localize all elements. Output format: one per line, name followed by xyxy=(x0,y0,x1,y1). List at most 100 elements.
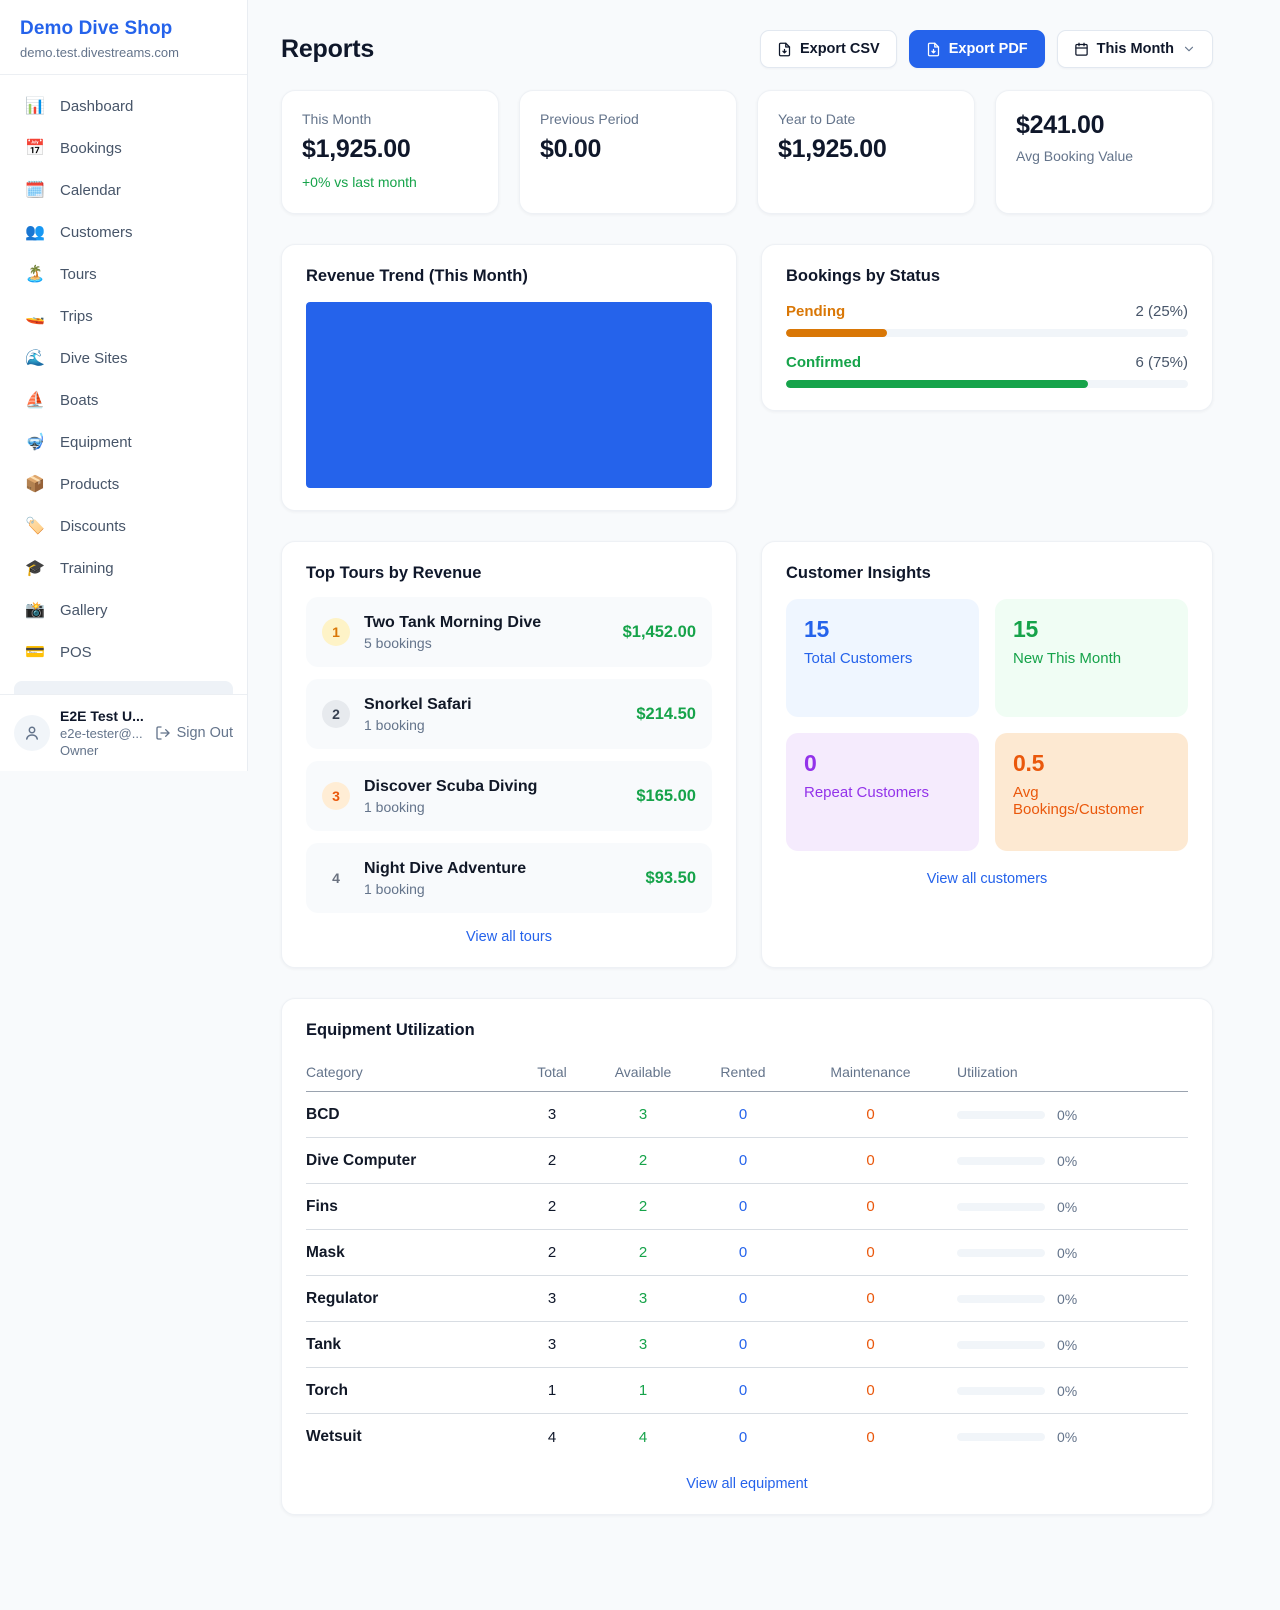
bookings-by-status-card: Bookings by Status Pending 2 (25%) Confi… xyxy=(761,244,1213,411)
cell-utilization: 0% xyxy=(943,1429,1188,1445)
utilization-track xyxy=(957,1386,1045,1395)
progress-fill-confirmed xyxy=(786,380,1088,388)
cell-rented: 0 xyxy=(738,1198,748,1215)
sidebar-item-boats[interactable]: ⛵ Boats xyxy=(14,383,233,418)
sidebar-item-pos[interactable]: 💳 POS xyxy=(14,635,233,670)
sidebar-item-label: Gallery xyxy=(60,602,108,619)
tour-revenue: $93.50 xyxy=(645,868,696,887)
sidebar-item-products[interactable]: 📦 Products xyxy=(14,467,233,502)
cell-total: 1 xyxy=(547,1382,557,1399)
status-count: 6 (75%) xyxy=(1135,354,1188,371)
sidebar-item-label: POS xyxy=(60,644,92,661)
cell-available: 3 xyxy=(638,1106,648,1123)
cell-maintenance: 0 xyxy=(866,1382,875,1399)
utilization-percent: 0% xyxy=(1057,1382,1078,1399)
sidebar-item-dive-sites[interactable]: 🌊 Dive Sites xyxy=(14,341,233,376)
sidebar-item-customers[interactable]: 👥 Customers xyxy=(14,215,233,250)
rank-badge: 1 xyxy=(322,618,350,646)
utilization-track xyxy=(957,1433,1045,1441)
sidebar-item-label: Tours xyxy=(60,266,97,283)
graduation-cap-icon: 🎓 xyxy=(25,559,45,577)
sidebar-item-discounts[interactable]: 🏷️ Discounts xyxy=(14,509,233,544)
utilization-percent: 0% xyxy=(1057,1336,1078,1353)
header-actions: Export CSV Export PDF This Month xyxy=(759,30,1213,68)
sidebar-item-calendar[interactable]: 🗓️ Calendar xyxy=(14,173,233,208)
progress-track xyxy=(786,329,1188,337)
status-label: Confirmed xyxy=(786,354,861,371)
col-maintenance: Maintenance xyxy=(830,1063,911,1080)
progress-fill-pending xyxy=(786,329,887,337)
insight-value: 15 xyxy=(1013,616,1038,642)
insight-label: Repeat Customers xyxy=(804,784,930,801)
shop-domain: demo.test.divestreams.com xyxy=(20,45,179,60)
sidebar: Demo Dive Shop demo.test.divestreams.com… xyxy=(0,0,248,771)
table-row: Tank 3 3 0 0 0% xyxy=(306,1322,1188,1368)
stat-label: Previous Period xyxy=(540,111,639,127)
period-selector[interactable]: This Month xyxy=(1056,30,1213,68)
tour-name: Night Dive Adventure xyxy=(364,859,527,877)
cell-available: 2 xyxy=(638,1244,648,1261)
utilization-percent: 0% xyxy=(1057,1198,1078,1215)
cell-category: Mask xyxy=(306,1243,345,1261)
sidebar-item-gallery[interactable]: 📸 Gallery xyxy=(14,593,233,628)
sign-out-button[interactable]: Sign Out xyxy=(155,725,233,741)
main-content: Reports Export CSV Export PDF This Month… xyxy=(281,0,1213,1515)
view-all-customers-link[interactable]: View all customers xyxy=(926,871,1048,887)
table-header-row: Category Total Available Rented Maintena… xyxy=(306,1052,1188,1092)
sidebar-item-tours[interactable]: 🏝️ Tours xyxy=(14,257,233,292)
export-pdf-label: Export PDF xyxy=(948,41,1028,57)
customer-insights-card: Customer Insights 15 Total Customers 15 … xyxy=(761,541,1213,968)
credit-card-icon: 💳 xyxy=(25,643,45,661)
insight-value: 0 xyxy=(804,750,817,776)
cell-utilization: 0% xyxy=(943,1291,1188,1307)
table-row: Dive Computer 2 2 0 0 0% xyxy=(306,1138,1188,1184)
utilization-track xyxy=(957,1294,1045,1303)
tour-bookings: 1 booking xyxy=(364,880,425,897)
user-email: e2e-tester@... xyxy=(60,726,143,741)
insight-label: Total Customers xyxy=(804,650,913,667)
stat-label: This Month xyxy=(302,111,372,127)
cell-utilization: 0% xyxy=(943,1337,1188,1353)
stat-label: Avg Booking Value xyxy=(1016,148,1134,164)
cell-available: 3 xyxy=(638,1336,648,1353)
rank-badge: 2 xyxy=(322,700,350,728)
cell-available: 2 xyxy=(638,1198,648,1215)
revenue-trend-title: Revenue Trend (This Month) xyxy=(306,267,528,285)
view-all-tours-link[interactable]: View all tours xyxy=(466,929,552,945)
sidebar-item-bookings[interactable]: 📅 Bookings xyxy=(14,131,233,166)
file-download-icon xyxy=(778,42,791,56)
table-row: BCD 3 3 0 0 0% xyxy=(306,1092,1188,1138)
camera-icon: 📸 xyxy=(25,601,45,619)
stat-label: Year to Date xyxy=(778,111,856,127)
export-pdf-button[interactable]: Export PDF xyxy=(908,30,1045,68)
export-csv-button[interactable]: Export CSV xyxy=(759,30,897,68)
stat-card-avg-booking-value: $241.00 Avg Booking Value xyxy=(995,90,1213,214)
table-row: Mask 2 2 0 0 0% xyxy=(306,1230,1188,1276)
cell-utilization: 0% xyxy=(943,1107,1188,1123)
cell-category: Wetsuit xyxy=(306,1428,362,1445)
sidebar-item-equipment[interactable]: 🤿 Equipment xyxy=(14,425,233,460)
cell-rented: 0 xyxy=(738,1106,748,1123)
cell-category: Fins xyxy=(306,1197,338,1215)
sidebar-item-training[interactable]: 🎓 Training xyxy=(14,551,233,586)
stat-card-previous-period: Previous Period $0.00 xyxy=(519,90,737,214)
tour-name: Two Tank Morning Dive xyxy=(364,613,542,631)
cell-available: 3 xyxy=(638,1290,648,1307)
sidebar-item-label: Discounts xyxy=(60,518,126,535)
sidebar-item-trips[interactable]: 🚤 Trips xyxy=(14,299,233,334)
sidebar-item-label: Boats xyxy=(60,392,99,409)
sidebar-item-label: Training xyxy=(60,560,114,577)
tag-icon: 🏷️ xyxy=(25,517,45,535)
stat-card-this-month: This Month $1,925.00 +0% vs last month xyxy=(281,90,499,214)
cell-rented: 0 xyxy=(738,1244,748,1261)
col-utilization: Utilization xyxy=(957,1063,1018,1080)
sidebar-item-dashboard[interactable]: 📊 Dashboard xyxy=(14,89,233,124)
top-tours-title: Top Tours by Revenue xyxy=(306,564,482,582)
utilization-track xyxy=(957,1202,1045,1211)
view-all-equipment-link[interactable]: View all equipment xyxy=(686,1476,808,1492)
sidebar-nav: 📊 Dashboard 📅 Bookings 🗓️ Calendar 👥 Cus… xyxy=(0,75,247,681)
cell-category: Tank xyxy=(306,1335,342,1353)
cell-utilization: 0% xyxy=(943,1245,1188,1261)
rank-badge: 4 xyxy=(332,870,340,886)
cell-rented: 0 xyxy=(738,1382,748,1399)
